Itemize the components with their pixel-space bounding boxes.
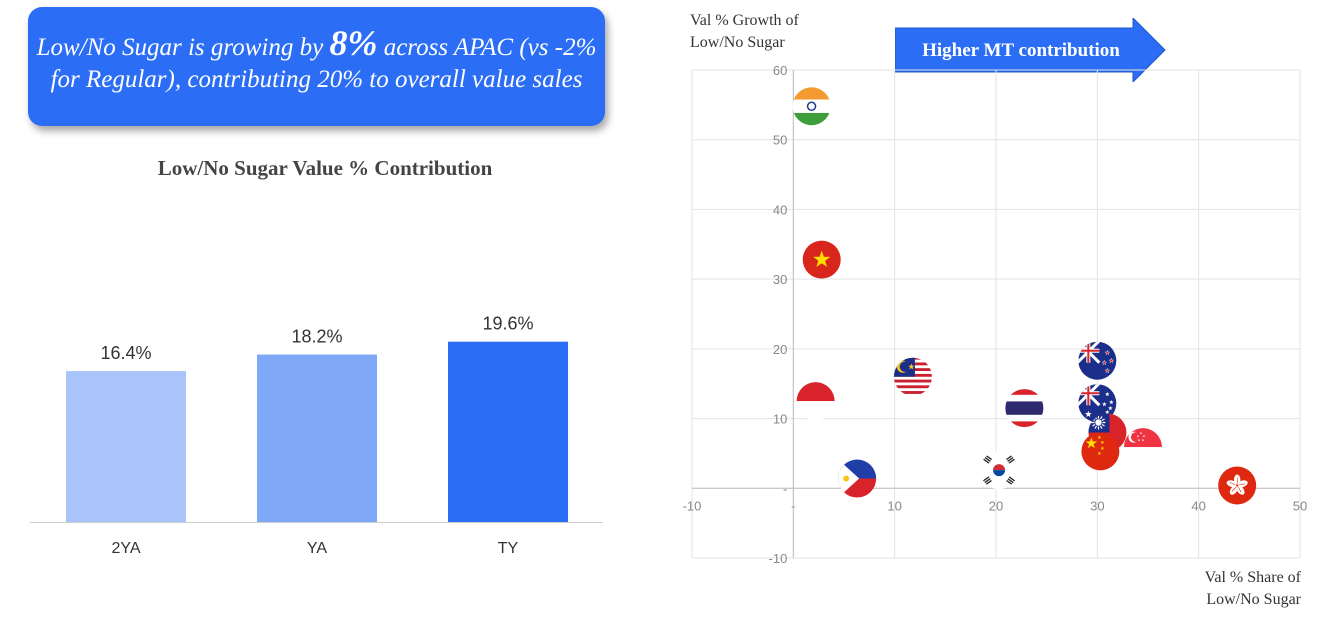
scatter-x-axis-label-line2: Low/No Sugar (1206, 591, 1301, 608)
headline-callout: Low/No Sugar is growing by 8% across APA… (28, 7, 605, 126)
scatter-y-axis-label-line2: Low/No Sugar (690, 34, 785, 51)
bar-data-label: 18.2% (291, 327, 342, 347)
x-tick-label: 50 (1293, 498, 1307, 513)
singapore-flag-icon (1123, 428, 1162, 467)
bar-chart: 16.4% 2YA 18.2% YA 19.6% TY (30, 314, 603, 557)
x-tick-label: 40 (1191, 498, 1205, 513)
bar-chart-title: Low/No Sugar Value % Contribution (157, 156, 493, 180)
scatter-x-axis-label: Val % Share of Low/No Sugar (1205, 567, 1301, 611)
hong-kong-flag-icon (1218, 466, 1257, 505)
china-flag-icon (1081, 432, 1120, 471)
bar-data-label: 16.4% (100, 343, 151, 363)
new-zealand-flag-icon (1078, 341, 1117, 380)
malaysia-flag-icon (893, 357, 932, 396)
bar-data-label: 19.6% (482, 314, 533, 334)
y-tick-label: 30 (773, 272, 787, 287)
bar-ya (257, 354, 377, 522)
scatter-x-axis-label-line1: Val % Share of (1204, 569, 1301, 586)
y-tick-label: 10 (773, 412, 787, 427)
callout-text-pre: Low/No Sugar is growing by (36, 34, 330, 61)
y-tick-label: 50 (773, 133, 787, 148)
bar-ty (448, 341, 568, 522)
arrow-label: Higher MT contribution (922, 40, 1120, 61)
thailand-flag-icon (1005, 389, 1044, 428)
x-tick-label: 10 (887, 498, 901, 513)
y-tick-label: 60 (773, 63, 787, 78)
scatter-y-axis-label-line1: Val % Growth of (690, 12, 799, 29)
india-flag-icon (792, 87, 831, 126)
bar-2ya (66, 371, 186, 522)
y-tick-label: -10 (769, 551, 788, 566)
y-tick-label: 20 (773, 342, 787, 357)
callout-highlight: 8% (329, 23, 378, 63)
callout-text-post: across APAC (vs -2% for Regular), contri… (50, 34, 597, 93)
indonesia-flag-icon (796, 382, 835, 421)
philippines-flag-icon (838, 459, 877, 498)
scatter-y-axis-label: Val % Growth of Low/No Sugar (690, 10, 799, 54)
x-tick-label: 30 (1090, 498, 1104, 513)
x-tick-label: -10 (683, 498, 702, 513)
higher-mt-arrow-icon (895, 18, 1166, 82)
vietnam-flag-icon (802, 240, 841, 279)
bar-category-label: TY (498, 540, 519, 557)
south-korea-flag-icon (980, 451, 1019, 490)
y-tick-label: 40 (773, 202, 787, 217)
bar-category-label: YA (307, 540, 327, 557)
bar-category-label: 2YA (111, 540, 140, 557)
x-tick-label: 20 (989, 498, 1003, 513)
